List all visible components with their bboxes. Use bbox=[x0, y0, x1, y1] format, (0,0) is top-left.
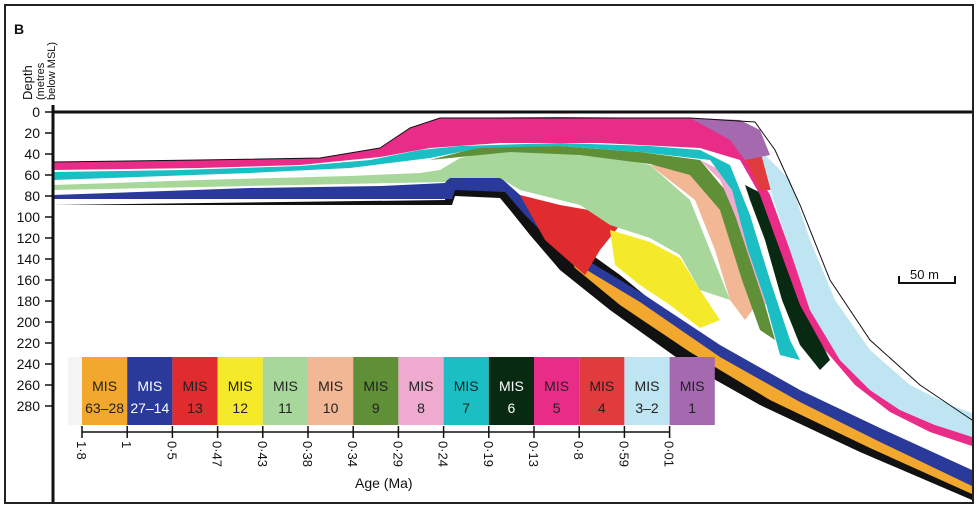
age-tick-label: 0·43 bbox=[255, 441, 270, 467]
legend-label-mis: MIS bbox=[363, 378, 388, 394]
layer-mis-3-2 bbox=[760, 150, 972, 437]
y-tick-label: 260 bbox=[17, 377, 41, 393]
legend-swatch bbox=[127, 357, 173, 425]
age-tick-label: 0·34 bbox=[345, 441, 360, 467]
y-tick-label: 220 bbox=[17, 335, 41, 351]
legend-label-stage: 10 bbox=[323, 400, 339, 416]
legend-label-stage: 27–14 bbox=[130, 400, 169, 416]
layer-mis-12 bbox=[610, 230, 720, 328]
legend-label-stage: 8 bbox=[417, 400, 425, 416]
legend-label-mis: MIS bbox=[137, 378, 162, 394]
y-axis-subtitle-1: (metres bbox=[35, 62, 47, 100]
legend-label-mis: MIS bbox=[544, 378, 569, 394]
legend-label-stage: 6 bbox=[508, 400, 516, 416]
layer-mis-8 bbox=[700, 160, 772, 305]
legend-swatch bbox=[353, 357, 399, 425]
legend-label-mis: MIS bbox=[589, 378, 614, 394]
legend-label-mis: MIS bbox=[454, 378, 479, 394]
y-tick-label: 160 bbox=[17, 272, 41, 288]
legend-label-stage: 3–2 bbox=[635, 400, 659, 416]
legend-margin bbox=[68, 357, 82, 425]
y-axis-subtitle-2: below MSL) bbox=[46, 42, 58, 100]
age-axis: 1·8 1 0·5 0·47 0·43 0·38 0·34 0·29 0·24 0·19 0·13 0… bbox=[74, 426, 677, 467]
legend-swatch bbox=[534, 357, 580, 425]
y-tick-label: 100 bbox=[17, 209, 41, 225]
age-tick-label: 0·19 bbox=[481, 441, 496, 467]
legend-label-mis: MIS bbox=[318, 378, 343, 394]
strata bbox=[52, 117, 973, 500]
age-axis-title: Age (Ma) bbox=[355, 475, 413, 491]
y-tick-label: 240 bbox=[17, 356, 41, 372]
y-tick-label: 200 bbox=[17, 314, 41, 330]
y-tick-label: 80 bbox=[24, 188, 40, 204]
age-tick-label: 1 bbox=[119, 441, 134, 448]
legend-label-mis: MIS bbox=[273, 378, 298, 394]
layer-mis-63-28 bbox=[570, 258, 972, 494]
panel-label: B bbox=[14, 21, 24, 37]
legend-label-mis: MIS bbox=[680, 378, 705, 394]
layer-mis-7 bbox=[53, 143, 800, 360]
legend-label-stage: 63–28 bbox=[85, 400, 124, 416]
age-tick-label: 0·38 bbox=[300, 441, 315, 467]
legend-label-stage: 13 bbox=[187, 400, 203, 416]
legend-swatch bbox=[82, 357, 128, 425]
legend-swatch bbox=[579, 357, 625, 425]
legend-swatch bbox=[262, 357, 308, 425]
y-tick-label: 60 bbox=[24, 167, 40, 183]
age-tick-label: 0·47 bbox=[210, 441, 225, 467]
figure-frame bbox=[4, 4, 974, 504]
legend-label-mis: MIS bbox=[228, 378, 253, 394]
y-tick-label: 280 bbox=[17, 398, 41, 414]
scale-bar-label: 50 m bbox=[910, 267, 939, 282]
y-axis-ticks: 0 20 40 60 80 100 120 140 160 180 200 220 240 260 280 bbox=[17, 104, 53, 414]
legend-label-stage: 9 bbox=[372, 400, 380, 416]
legend-label-stage: 7 bbox=[462, 400, 470, 416]
legend-swatch bbox=[308, 357, 354, 425]
legend-swatch bbox=[172, 357, 218, 425]
age-tick-label: 0·5 bbox=[164, 441, 179, 460]
y-tick-label: 120 bbox=[17, 230, 41, 246]
legend-swatch bbox=[624, 357, 670, 425]
legend-swatch bbox=[669, 357, 715, 425]
age-tick-label: 0·01 bbox=[662, 441, 677, 467]
layer-mis-6 bbox=[745, 185, 830, 370]
layer-mis-1 bbox=[690, 118, 770, 160]
y-tick-label: 140 bbox=[17, 251, 41, 267]
legend-label-stage: 4 bbox=[598, 400, 606, 416]
layer-mis-10 bbox=[650, 165, 760, 320]
legend-label-mis: MIS bbox=[635, 378, 660, 394]
scale-bar: 50 m bbox=[898, 267, 956, 284]
layer-mis-11 bbox=[53, 150, 730, 300]
age-tick-label: 0·8 bbox=[571, 441, 586, 460]
legend-label-stage: 12 bbox=[232, 400, 248, 416]
legend-label-stage: 11 bbox=[278, 400, 293, 416]
mis-legend: MIS63–28MIS27–14MIS13MIS12MIS11MIS10MIS9… bbox=[68, 357, 715, 425]
legend-label-mis: MIS bbox=[183, 378, 208, 394]
y-tick-label: 0 bbox=[32, 104, 40, 120]
age-tick-label: 1·8 bbox=[74, 441, 89, 460]
legend-label-mis: MIS bbox=[499, 378, 524, 394]
y-axis-title: Depth bbox=[20, 65, 35, 100]
y-tick-label: 20 bbox=[24, 125, 40, 141]
legend-label-mis: MIS bbox=[92, 378, 117, 394]
legend-label-stage: 5 bbox=[553, 400, 561, 416]
shelf-outline bbox=[52, 117, 973, 421]
age-tick-label: 0·13 bbox=[526, 441, 541, 467]
y-tick-label: 40 bbox=[24, 146, 40, 162]
legend-swatch bbox=[488, 357, 534, 425]
y-tick-label: 180 bbox=[17, 293, 41, 309]
legend-swatch bbox=[398, 357, 444, 425]
legend-label-stage: 1 bbox=[688, 400, 696, 416]
legend-label-mis: MIS bbox=[409, 378, 434, 394]
age-tick-label: 0·24 bbox=[436, 441, 451, 467]
age-tick-label: 0·59 bbox=[616, 441, 631, 467]
legend-swatch bbox=[443, 357, 489, 425]
age-tick-label: 0·29 bbox=[390, 441, 405, 467]
legend-swatch bbox=[217, 357, 263, 425]
